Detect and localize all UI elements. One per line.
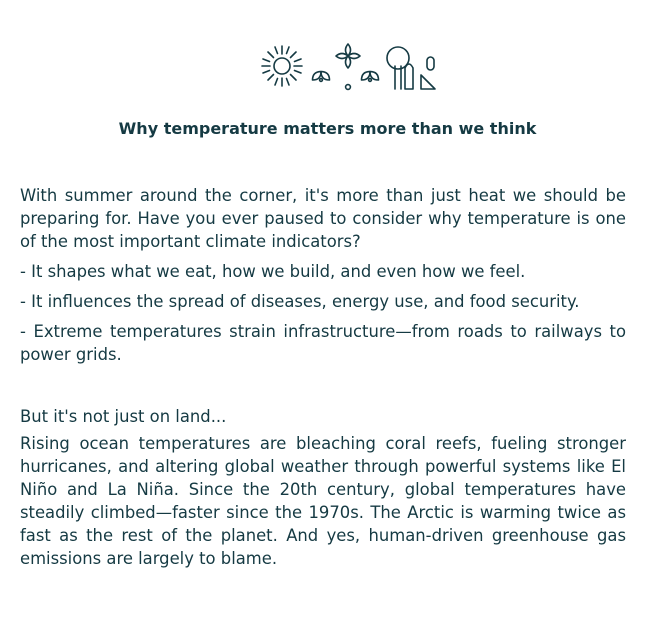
article-body: With summer around the corner, it's more… xyxy=(20,184,626,570)
sun-icon xyxy=(261,45,303,87)
tree-icon xyxy=(386,46,414,90)
flower-icon xyxy=(311,70,331,83)
list-item: - It influences the spread of diseases, … xyxy=(20,292,580,311)
paragraph-ocean: Rising ocean temperatures are bleaching … xyxy=(20,434,626,568)
flower-icon xyxy=(360,70,380,83)
triangle-icon xyxy=(420,56,436,90)
list-item: - It shapes what we eat, how we build, a… xyxy=(20,262,526,281)
flower-icon xyxy=(335,43,361,91)
section-lead: But it's not just on land... xyxy=(20,407,227,426)
paragraph-intro: With summer around the corner, it's more… xyxy=(20,186,626,251)
logo xyxy=(257,40,439,94)
page-title: Why temperature matters more than we thi… xyxy=(118,119,537,138)
list-item: - Extreme temperatures strain infrastruc… xyxy=(20,322,626,364)
